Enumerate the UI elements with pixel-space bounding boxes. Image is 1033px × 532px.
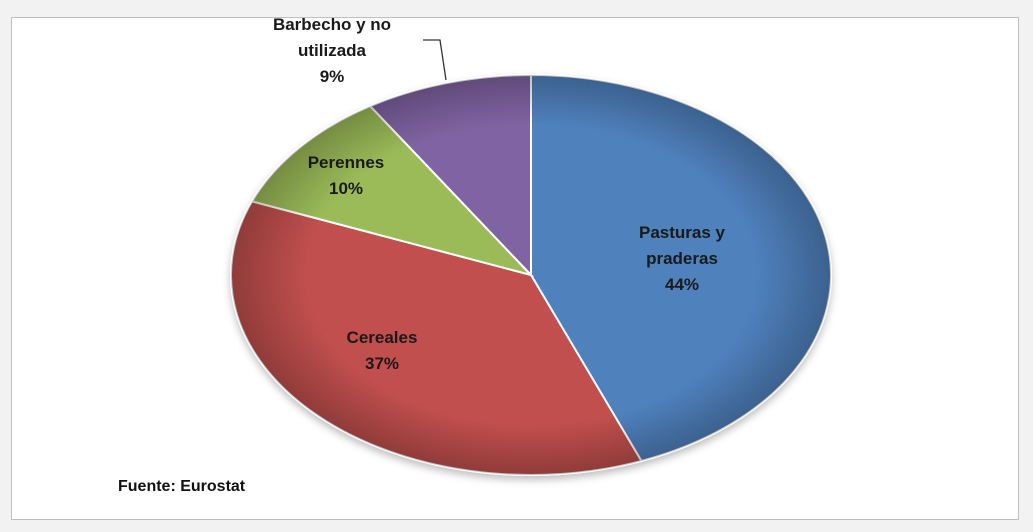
slice-label-pasturas-praderas: Pasturas y praderas 44% — [639, 223, 726, 294]
pie-chart: Pasturas y praderas 44% Cereales 37% Perennes… — [230, 18, 832, 476]
slice-label-perennes: Perennes 10% — [308, 153, 385, 198]
slice-label-barbecho: Barbecho y no utilizada 9% — [273, 18, 391, 86]
source-note: Fuente: Eurostat — [118, 478, 246, 495]
slice-label-cereales: Cereales 37% — [347, 328, 418, 373]
label-leader-line — [423, 39, 447, 81]
chart-area: Pasturas y praderas 44% Cereales 37% Perennes… — [11, 17, 1019, 520]
